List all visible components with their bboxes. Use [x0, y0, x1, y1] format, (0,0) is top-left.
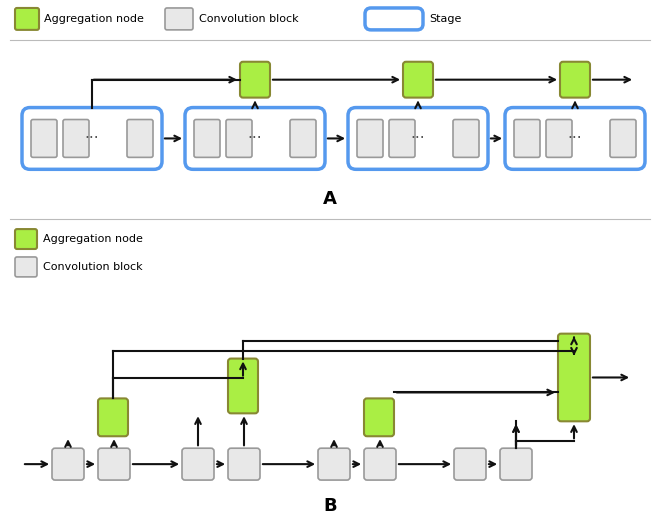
Text: B: B [323, 497, 337, 515]
Text: ···: ··· [248, 131, 262, 146]
FancyBboxPatch shape [357, 119, 383, 157]
FancyBboxPatch shape [240, 62, 270, 98]
FancyBboxPatch shape [365, 8, 423, 30]
FancyBboxPatch shape [403, 62, 433, 98]
FancyBboxPatch shape [63, 119, 89, 157]
Text: Aggregation node: Aggregation node [44, 14, 144, 24]
FancyBboxPatch shape [318, 448, 350, 480]
Text: Aggregation node: Aggregation node [43, 234, 143, 244]
FancyBboxPatch shape [560, 62, 590, 98]
FancyBboxPatch shape [15, 229, 37, 249]
FancyBboxPatch shape [98, 448, 130, 480]
FancyBboxPatch shape [182, 448, 214, 480]
FancyBboxPatch shape [364, 448, 396, 480]
FancyBboxPatch shape [22, 108, 162, 170]
FancyBboxPatch shape [127, 119, 153, 157]
FancyBboxPatch shape [165, 8, 193, 30]
Text: A: A [323, 190, 337, 208]
FancyBboxPatch shape [610, 119, 636, 157]
FancyBboxPatch shape [558, 333, 590, 421]
Text: Stage: Stage [429, 14, 461, 24]
FancyBboxPatch shape [31, 119, 57, 157]
FancyBboxPatch shape [454, 448, 486, 480]
FancyBboxPatch shape [500, 448, 532, 480]
FancyBboxPatch shape [348, 108, 488, 170]
FancyBboxPatch shape [228, 359, 258, 413]
FancyBboxPatch shape [389, 119, 415, 157]
Text: Convolution block: Convolution block [199, 14, 298, 24]
FancyBboxPatch shape [505, 108, 645, 170]
Text: ···: ··· [411, 131, 425, 146]
FancyBboxPatch shape [228, 448, 260, 480]
FancyBboxPatch shape [15, 257, 37, 277]
FancyBboxPatch shape [514, 119, 540, 157]
Text: ···: ··· [84, 131, 99, 146]
FancyBboxPatch shape [546, 119, 572, 157]
FancyBboxPatch shape [453, 119, 479, 157]
Text: ···: ··· [568, 131, 582, 146]
FancyBboxPatch shape [98, 399, 128, 436]
FancyBboxPatch shape [290, 119, 316, 157]
Text: Convolution block: Convolution block [43, 262, 143, 272]
FancyBboxPatch shape [226, 119, 252, 157]
FancyBboxPatch shape [364, 399, 394, 436]
FancyBboxPatch shape [185, 108, 325, 170]
FancyBboxPatch shape [194, 119, 220, 157]
FancyBboxPatch shape [52, 448, 84, 480]
FancyBboxPatch shape [15, 8, 39, 30]
